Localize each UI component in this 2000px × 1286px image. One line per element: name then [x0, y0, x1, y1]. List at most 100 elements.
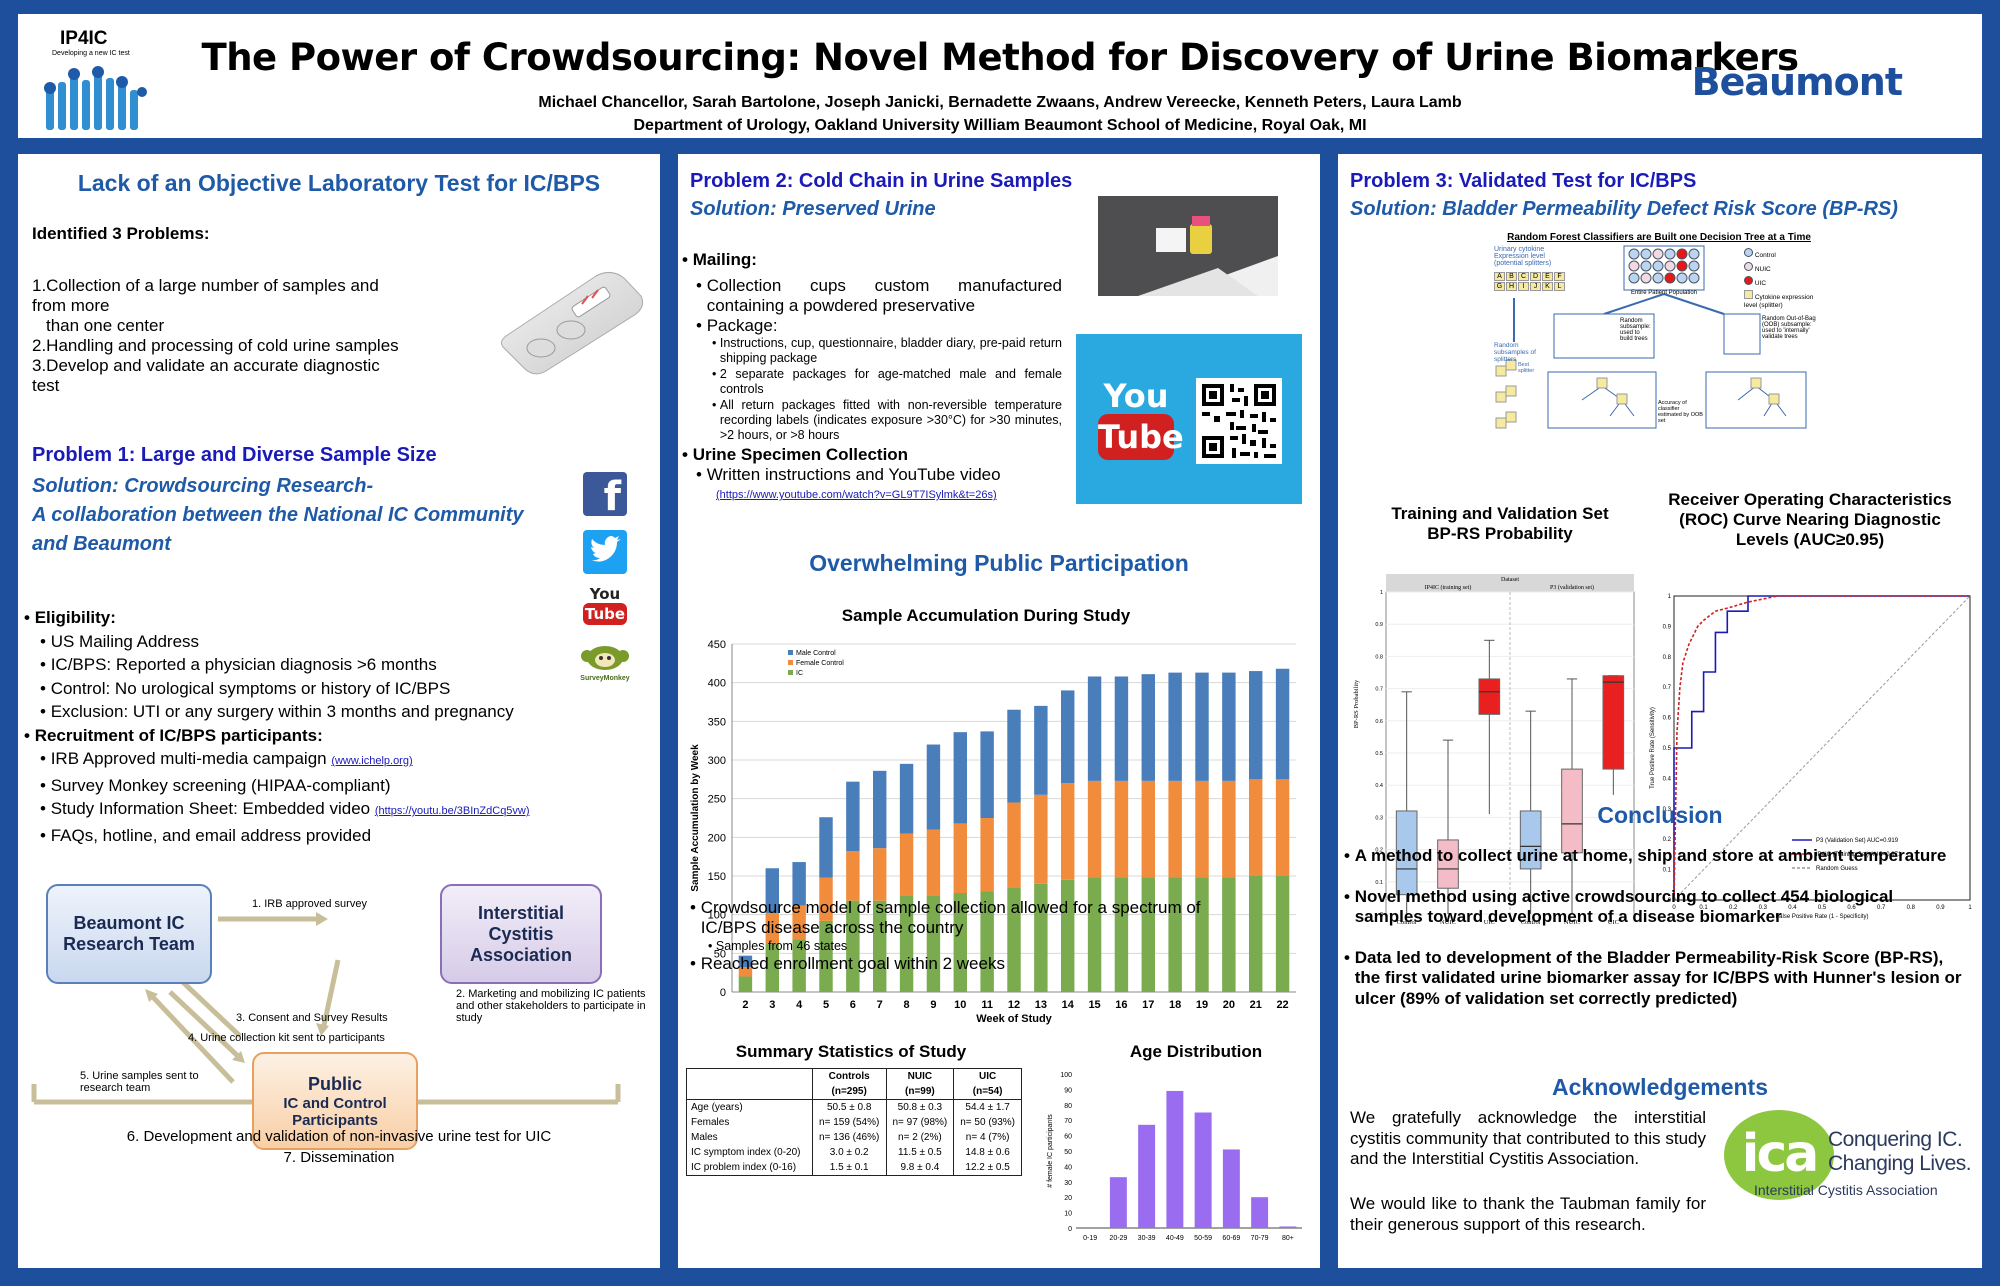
- y-tick-label: 0.2: [1375, 848, 1383, 854]
- youtube-link[interactable]: (https://www.youtube.com/watch?v=GL9T7IS…: [716, 489, 997, 501]
- conclusion-item-text: Data led to development of the Bladder P…: [1354, 947, 1962, 1008]
- y-tick-label: 70: [1064, 1118, 1072, 1125]
- random-forest-diagram: Random Forest Classifiers are Built one …: [1494, 232, 1824, 438]
- x-tick-label: 0.5: [1818, 905, 1827, 911]
- legend-swatch: [788, 660, 793, 665]
- mailing-label: Mailing:: [692, 250, 757, 269]
- conclusion-item-text: A method to collect urine at home, ship …: [1354, 846, 1947, 865]
- y-tick-label: 100: [708, 910, 726, 922]
- bar-segment: [953, 893, 967, 992]
- recruit-item-text: FAQs, hotline, and email address provide…: [50, 825, 372, 845]
- sample-accumulation-chart: Sample Accumulation During Study 0 50 100 1…: [686, 594, 1316, 1034]
- conclusion-item-text: Novel method using active crowdsourcing …: [1354, 886, 1894, 927]
- bar-segment: [899, 763, 914, 834]
- elig-item-text: Exclusion: UTI or any surgery within 3 m…: [50, 702, 514, 721]
- y-axis-label: BP-RS Probability: [1353, 679, 1360, 728]
- population-dot: [1676, 248, 1688, 260]
- flow-step-3: 3. Consent and Survey Results: [236, 1012, 388, 1024]
- y-tick-label: 0.6: [1375, 719, 1383, 725]
- stats-cell: IC symptom index (0-20): [691, 1147, 801, 1158]
- youtube-small-icon[interactable]: You Tube: [583, 586, 627, 632]
- package-list: • Instructions, cup, questionnaire, blad…: [682, 336, 1062, 443]
- rf-legend-text: UIC: [1754, 280, 1767, 287]
- rf-left-label: Urinary cytokine Expression level (poten…: [1494, 246, 1552, 267]
- population-dot: [1628, 272, 1640, 284]
- rf-legend-text: Control: [1754, 252, 1776, 259]
- package-item: • 2 separate packages for age-matched ma…: [712, 367, 1062, 396]
- x-tick-label: 14: [1062, 999, 1075, 1011]
- bar-segment: [1034, 794, 1048, 884]
- video-link[interactable]: (https://youtu.be/3BInZdCq5vw): [374, 805, 530, 817]
- stats-cell: NUIC: [885, 1068, 954, 1084]
- x-tick-label: 20: [1223, 999, 1235, 1011]
- x-tick-label: 50-59: [1194, 1235, 1212, 1242]
- flow-diagram: Beaumont IC Research Team Interstitial C…: [18, 884, 660, 1268]
- stats-cell: n= 4 (7%): [953, 1130, 1022, 1145]
- ica-logo: ica Conquering IC. Changing Lives. Inter…: [1724, 1110, 1974, 1220]
- roc-title: Receiver Operating Characteristics (ROC)…: [1642, 490, 1978, 550]
- y-tick-label: 0.4: [1663, 776, 1672, 782]
- group-label: IP4IC (training set): [1425, 584, 1472, 591]
- youtube-large-icon[interactable]: You Tube: [1098, 378, 1184, 464]
- twitter-icon[interactable]: [583, 530, 627, 574]
- x-axis-label: False Positive Rate (1 - Specificity): [1775, 914, 1868, 920]
- x-axis-label: Week of Study: [976, 1013, 1052, 1025]
- bar-segment: [846, 900, 860, 992]
- stats-row: IC problem index (0-16) 1.5 ± 0.1 9.8 ± 0.…: [687, 1160, 1022, 1176]
- bar: [1138, 1124, 1156, 1228]
- bar-segment: [1275, 668, 1290, 780]
- stats-cell: 1.5 ± 0.1: [811, 1160, 886, 1176]
- bar-segment: [819, 817, 833, 878]
- flow-step-5: 5. Urine samples sent to research team: [80, 1070, 199, 1094]
- recruit-item: • Survey Monkey screening (HIPAA-complia…: [40, 775, 391, 795]
- stats-cell: [687, 1084, 813, 1100]
- boxplot-svg: Dataset IP4IC (training set) P3 (validatio…: [1353, 574, 1635, 926]
- rf-random-label: Random subsamples of splitters: [1494, 342, 1536, 363]
- column-2: Problem 2: Cold Chain in Urine Samples S…: [678, 154, 1320, 1268]
- population-dot: [1688, 272, 1700, 284]
- recruit-item-text: Study Information Sheet: Embedded video: [50, 799, 375, 818]
- ica-logo-mark: ica: [1724, 1110, 1834, 1200]
- x-tick-label: 40-49: [1166, 1235, 1184, 1242]
- bar-segment: [1195, 672, 1209, 781]
- y-tick-label: 400: [708, 678, 726, 690]
- x-tick-label: 6: [850, 999, 856, 1011]
- x-tick-label: 2: [742, 999, 748, 1011]
- stats-cell: 54.4 ± 1.7: [953, 1099, 1022, 1115]
- flow-step-6: 6. Development and validation of non-inv…: [126, 1128, 552, 1145]
- x-tick-label: 20-29: [1109, 1235, 1127, 1242]
- recruitment-label: Recruitment of IC/BPS participants:: [34, 725, 323, 745]
- roc-chart: Receiver Operating Characteristics (ROC)…: [1642, 490, 1978, 934]
- bar-segment: [1141, 674, 1155, 781]
- rf-legend-item: Control: [1744, 248, 1824, 262]
- x-tick-label: 21: [1250, 999, 1262, 1011]
- stats-cell: (n=99): [885, 1084, 954, 1100]
- bar-segment: [899, 895, 914, 992]
- recruit-item-text: Survey Monkey screening (HIPAA-compliant…: [50, 775, 391, 795]
- x-tick-label: 0.3: [1759, 905, 1768, 911]
- problem2-solution: Solution: Preserved Urine: [690, 198, 936, 220]
- bar: [1222, 1149, 1240, 1228]
- rf-letter: B: [1506, 272, 1517, 281]
- population-dot: [1688, 260, 1700, 272]
- bar: [1251, 1197, 1269, 1228]
- rf-letters: A B C D E F G H I J K L: [1494, 272, 1566, 291]
- qr-code-icon[interactable]: [1196, 378, 1282, 464]
- bar-segment: [819, 920, 833, 992]
- y-tick-label: 350: [708, 716, 726, 728]
- package-item-text: All return packages fitted with non-reve…: [719, 398, 1062, 442]
- stats-cell: Females: [691, 1117, 730, 1128]
- ichelp-link[interactable]: (www.ichelp.org): [331, 755, 413, 767]
- y-tick-label: 300: [708, 755, 726, 767]
- facebook-icon[interactable]: f: [583, 472, 627, 520]
- surveymonkey-icon[interactable]: SurveyMonkey: [576, 640, 634, 682]
- problem1-solution-line: and Beaumont: [32, 533, 171, 555]
- problem-line: 2.Handling and processing of cold urine …: [32, 336, 399, 355]
- stats-cell: n= 50 (93%): [953, 1115, 1022, 1130]
- stats-row: IC symptom index (0-20) 3.0 ± 0.2 11.5 ± 0…: [687, 1145, 1022, 1160]
- bar-segment: [873, 900, 887, 992]
- stats-cell: n= 97 (98%): [885, 1115, 954, 1130]
- y-tick-label: 0.8: [1663, 655, 1672, 661]
- y-axis-label: Sample Accumulation by Week: [690, 744, 701, 892]
- participation-item-text: Reached enrollment goal within 2 weeks: [700, 954, 1005, 973]
